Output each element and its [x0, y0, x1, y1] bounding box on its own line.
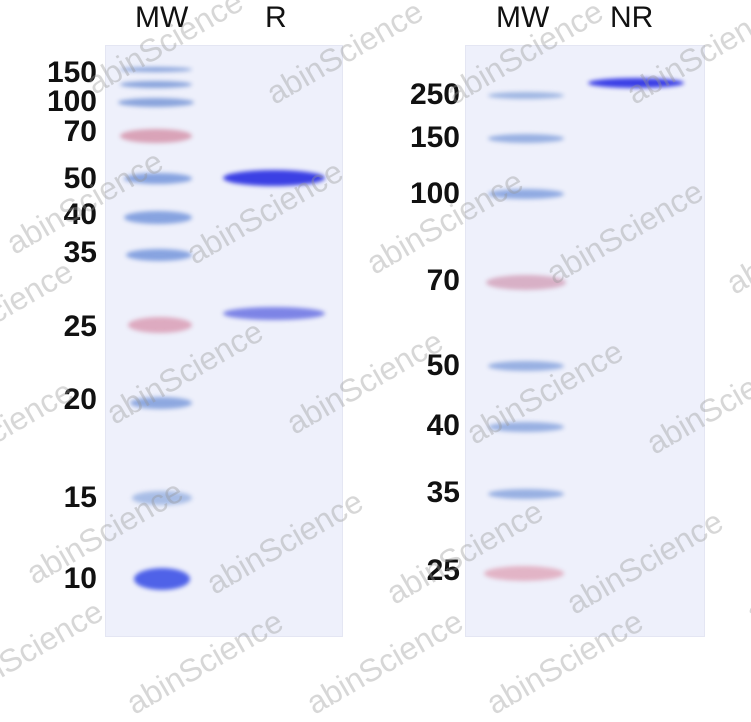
gel-right	[465, 45, 705, 637]
marker-band-red	[128, 317, 192, 333]
marker-band	[124, 173, 192, 184]
mw-label: 150	[409, 121, 460, 154]
marker-band	[120, 81, 192, 88]
marker-band-red	[120, 129, 192, 143]
mw-label: 25	[426, 554, 460, 587]
lane-header-nr: NR	[610, 1, 654, 34]
mw-label: 10	[63, 562, 97, 595]
mw-label: 250	[409, 78, 460, 111]
mw-label: 50	[63, 162, 97, 195]
watermark-text: abinScience	[740, 512, 751, 632]
mw-label: 40	[426, 409, 460, 442]
sample-band-nonreduced	[588, 78, 684, 88]
marker-band	[488, 361, 564, 371]
mw-label: 35	[63, 236, 97, 269]
marker-band	[126, 249, 192, 261]
marker-band	[488, 189, 564, 199]
lane-header-mw-left: MW	[135, 1, 189, 34]
lane-header-mw-right: MW	[496, 1, 550, 34]
mw-label: 150	[46, 56, 97, 89]
marker-band	[124, 211, 192, 224]
mw-label: 25	[63, 310, 97, 343]
marker-band	[134, 568, 190, 590]
lane-header-r: R	[265, 1, 287, 34]
marker-band	[488, 92, 564, 99]
watermark-text: abinScience	[0, 592, 109, 712]
mw-label: 20	[63, 383, 97, 416]
marker-band-red	[484, 566, 564, 581]
marker-band	[132, 491, 192, 505]
sample-band-heavy-chain	[223, 170, 325, 186]
mw-label: 35	[426, 476, 460, 509]
mw-label: 15	[63, 481, 97, 514]
gel-left	[105, 45, 343, 637]
marker-band	[488, 134, 564, 143]
marker-band	[488, 422, 564, 432]
mw-label: 50	[426, 349, 460, 382]
mw-label: 100	[46, 85, 97, 118]
marker-band	[130, 397, 192, 409]
mw-label: 40	[63, 198, 97, 231]
marker-band	[488, 489, 564, 499]
mw-label: 100	[409, 177, 460, 210]
watermark-text: abinScience	[720, 182, 751, 302]
sample-band-light-chain	[223, 307, 325, 320]
mw-label: 70	[426, 264, 460, 297]
marker-band	[120, 67, 192, 72]
marker-band	[118, 98, 194, 107]
marker-band-red	[486, 275, 566, 290]
mw-label: 70	[63, 115, 97, 148]
